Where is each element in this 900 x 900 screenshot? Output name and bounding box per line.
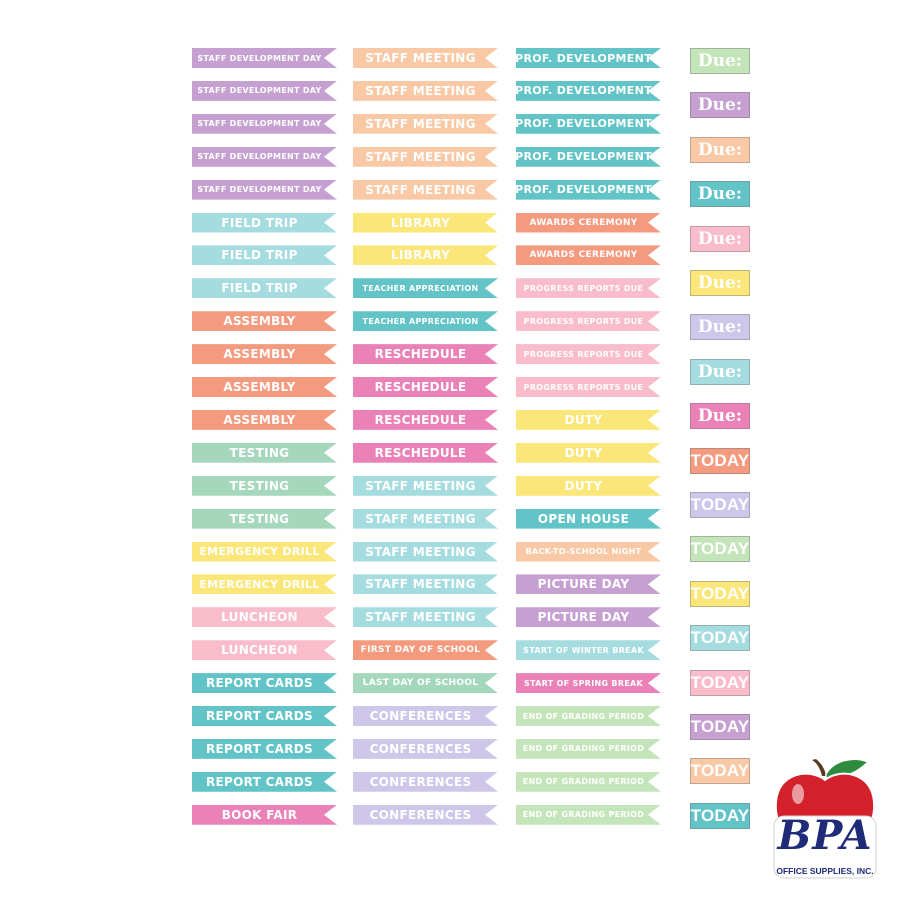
label-sticker: END OF GRADING PERIOD [516,804,661,825]
label-sticker: CONFERENCES [353,706,498,726]
due-sticker: Due: [690,181,750,208]
label-sticker: RESCHEDULE [353,377,498,397]
label-sticker: START OF WINTER BREAK [516,640,661,661]
label-sticker: STAFF MEETING [353,607,498,628]
label-sticker: PROGRESS REPORTS DUE [516,344,661,365]
label-sticker: STAFF MEETING [353,574,498,595]
label-sticker: REPORT CARDS [192,738,337,759]
label-sticker: RESCHEDULE [353,409,498,430]
label-sticker: STAFF DEVELOPMENT DAY [192,146,337,167]
due-sticker: Due: [690,92,750,119]
label-sticker: PROGRESS REPORTS DUE [516,311,661,332]
label-sticker: PICTURE DAY [516,574,661,595]
label-sticker: REPORT CARDS [192,673,337,694]
today-sticker: TODAY [690,714,750,740]
label-sticker: PROGRESS REPORTS DUE [516,278,661,299]
due-sticker: Due: [690,136,750,163]
label-sticker: STAFF DEVELOPMENT DAY [192,48,337,68]
label-sticker: EMERGENCY DRILL [192,574,337,595]
label-sticker: ASSEMBLY [192,311,337,332]
label-sticker: PROF. DEVELOPMENT [516,80,661,101]
label-sticker: CONFERENCES [353,771,498,792]
label-sticker: ASSEMBLY [192,377,337,397]
label-sticker: STAFF MEETING [353,508,498,529]
label-sticker: TEACHER APPRECIATION [353,278,498,299]
label-sticker: FIRST DAY OF SCHOOL [353,640,498,661]
label-sticker: PROF. DEVELOPMENT [516,146,661,167]
today-sticker: TODAY [690,492,750,518]
label-sticker: OPEN HOUSE [516,508,661,529]
label-sticker: STAFF DEVELOPMENT DAY [192,80,337,101]
label-sticker: STAFF DEVELOPMENT DAY [192,179,337,200]
label-sticker: PROF. DEVELOPMENT [516,179,661,200]
label-sticker: PICTURE DAY [516,607,661,628]
label-sticker: PROF. DEVELOPMENT [516,113,661,134]
label-sticker: TESTING [192,475,337,496]
label-sticker: DUTY [516,475,661,496]
due-sticker: Due: [690,48,750,74]
label-sticker: DUTY [516,442,661,463]
due-sticker: Due: [690,314,750,341]
today-sticker: TODAY [690,625,750,652]
label-sticker: STAFF MEETING [353,475,498,496]
label-sticker: LUNCHEON [192,640,337,661]
label-sticker: RESCHEDULE [353,344,498,365]
label-sticker: RESCHEDULE [353,442,498,463]
label-sticker: STAFF MEETING [353,48,498,68]
label-sticker: CONFERENCES [353,804,498,825]
label-sticker: FIELD TRIP [192,278,337,299]
bpa-logo: BPA OFFICE SUPPLIES, INC. [770,758,880,886]
label-sticker: STAFF MEETING [353,146,498,167]
due-sticker: Due: [690,358,750,385]
label-sticker: REPORT CARDS [192,706,337,726]
label-sticker: DUTY [516,409,661,430]
label-sticker: PROGRESS REPORTS DUE [516,377,661,397]
label-sticker: CONFERENCES [353,738,498,759]
label-sticker: STAFF MEETING [353,541,498,562]
label-sticker: BACK-TO-SCHOOL NIGHT [516,541,661,562]
today-sticker: TODAY [690,669,750,696]
logo-wordmark: BPA [777,812,873,859]
label-sticker: LUNCHEON [192,607,337,628]
label-sticker: LAST DAY OF SCHOOL [353,673,498,694]
due-sticker: Due: [690,270,750,296]
label-sticker: AWARDS CEREMONY [516,212,661,233]
due-sticker: Due: [690,225,750,252]
logo-subtitle: OFFICE SUPPLIES, INC. [776,866,874,876]
label-sticker: LIBRARY [353,212,498,233]
label-sticker: ASSEMBLY [192,409,337,430]
label-sticker: REPORT CARDS [192,771,337,792]
today-sticker: TODAY [690,802,750,829]
today-sticker: TODAY [690,447,750,474]
label-sticker: STAFF MEETING [353,80,498,101]
label-sticker: BOOK FAIR [192,804,337,825]
today-sticker: TODAY [690,580,750,607]
today-sticker: TODAY [690,758,750,785]
label-sticker: STAFF MEETING [353,113,498,134]
label-sticker: ASSEMBLY [192,344,337,365]
label-sticker: END OF GRADING PERIOD [516,738,661,759]
label-sticker: TESTING [192,508,337,529]
label-sticker: FIELD TRIP [192,245,337,266]
label-sticker: TEACHER APPRECIATION [353,311,498,332]
label-sticker: STAFF MEETING [353,179,498,200]
label-sticker: STAFF DEVELOPMENT DAY [192,113,337,134]
label-sticker: END OF GRADING PERIOD [516,706,661,726]
today-sticker: TODAY [690,536,750,563]
label-sticker: EMERGENCY DRILL [192,541,337,562]
label-sticker: PROF. DEVELOPMENT [516,48,661,68]
label-sticker: AWARDS CEREMONY [516,245,661,266]
label-sticker: FIELD TRIP [192,212,337,233]
label-sticker: LIBRARY [353,245,498,266]
label-sticker: START OF SPRING BREAK [516,673,661,694]
label-sticker: TESTING [192,442,337,463]
label-sticker: END OF GRADING PERIOD [516,771,661,792]
apple-icon [773,758,877,879]
due-sticker: Due: [690,403,750,430]
